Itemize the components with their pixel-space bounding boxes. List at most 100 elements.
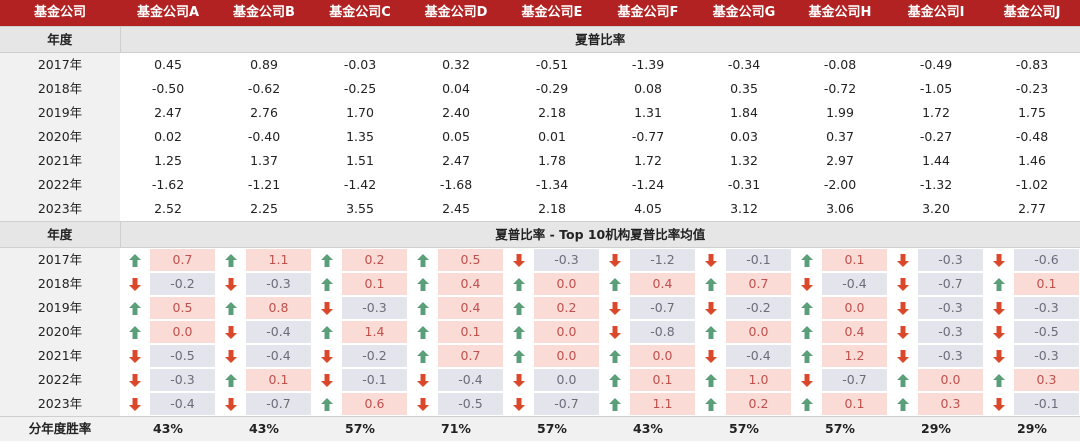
up-arrow-icon [408,249,438,271]
diff-value: -0.7 [842,372,867,387]
win-rate-label: 分年度胜率 [0,416,120,441]
diff-cell: -0.5 [408,392,504,417]
diff-cell-inner: 1.4 [312,321,407,343]
diff-cell: 0.1 [408,320,504,344]
diff-cell: 0.1 [600,368,696,392]
diff-cell-inner: 0.2 [696,393,791,415]
sharpe-value: 2.47 [442,153,470,168]
diff-cell: 0.1 [984,272,1080,296]
diff-cell: 0.0 [696,320,792,344]
diff-cell: -0.7 [504,392,600,417]
diff-value: 0.7 [172,252,193,267]
up-arrow-icon [792,297,822,319]
sharpe-row: 2022年 -1.62 -1.21 -1.42 -1.68 -1.34 -1.24 -0.31… [0,173,1080,197]
diff-value: 0.2 [748,396,769,411]
sharpe-value: 1.84 [730,105,758,120]
diff-cell-inner: -0.4 [216,345,311,367]
diff-cell: 0.4 [600,272,696,296]
diff-cell-inner: -0.3 [120,369,215,391]
win-rate-value: 57% [696,416,792,441]
down-arrow-icon [600,321,630,343]
diff-cell-inner: -0.5 [984,321,1079,343]
sharpe-value: 2.76 [250,105,278,120]
diff-cell-inner: 0.1 [216,369,311,391]
diff-cell: 0.5 [408,248,504,273]
sharpe-value: 0.32 [442,57,470,72]
sharpe-value: 0.02 [154,129,182,144]
win-rate-value: 43% [216,416,312,441]
diff-value: -0.3 [170,372,195,387]
sharpe-value: 1.99 [826,105,854,120]
sharpe-value: 1.72 [634,153,662,168]
up-arrow-icon [696,273,726,295]
diff-cell: 0.7 [408,344,504,368]
diff-cell: -0.7 [792,368,888,392]
diff-cell: -0.1 [984,392,1080,417]
sharpe-value: -2.00 [823,177,857,192]
up-arrow-icon [600,393,630,415]
diff-cell: 0.0 [792,296,888,320]
diff-cell: -0.4 [408,368,504,392]
sharpe-value: -0.72 [823,81,857,96]
up-arrow-icon [408,321,438,343]
up-arrow-icon [312,321,342,343]
sharpe-value: 1.31 [634,105,662,120]
diff-value: -0.3 [1034,300,1059,315]
diff-cell: -0.4 [792,272,888,296]
up-arrow-icon [888,369,918,391]
diff-cell-inner: -0.3 [216,273,311,295]
diff-value: 0.0 [556,324,577,339]
down-arrow-icon [120,273,150,295]
sharpe-value: -0.62 [247,81,281,96]
sharpe-value: -1.42 [343,177,377,192]
win-rate-row: 分年度胜率 43% 43% 57% 71% 57% 43% 57% 57% 29% 29% [0,416,1080,441]
diff-cell: -0.3 [504,248,600,273]
sharpe-value: -1.32 [919,177,953,192]
sharpe-value: -0.48 [1015,129,1049,144]
sharpe-value: 1.72 [922,105,950,120]
diff-cell: -0.2 [312,344,408,368]
up-arrow-icon [216,369,246,391]
diff-cell-inner: -0.7 [504,393,599,415]
diff-cell-inner: -0.4 [696,345,791,367]
diff-cell-inner: 0.3 [984,369,1079,391]
sharpe-value: -0.34 [727,57,761,72]
diff-value: -0.7 [938,276,963,291]
sharpe-row: 2023年 2.52 2.25 3.55 2.45 2.18 4.05 3.12 3.06 3.2… [0,197,1080,222]
up-arrow-icon [312,393,342,415]
down-arrow-icon [888,345,918,367]
sharpe-value: 1.37 [250,153,278,168]
diff-value: 1.0 [748,372,769,387]
diff-cell-inner: 0.1 [408,321,503,343]
diff-value: 1.1 [652,396,673,411]
sharpe-value: -1.21 [247,177,281,192]
sharpe-value: -0.29 [535,81,569,96]
diff-value: 0.7 [460,348,481,363]
sharpe-value: 0.45 [154,57,182,72]
diff-cell-inner: -0.2 [312,345,407,367]
diff-cell: 0.1 [216,368,312,392]
diff-cell-inner: -0.3 [984,297,1079,319]
diff-cell: -0.1 [312,368,408,392]
diff-cell: -0.3 [984,344,1080,368]
sharpe-value: -0.31 [727,177,761,192]
up-arrow-icon [408,297,438,319]
sharpe-value: 0.89 [250,57,278,72]
diff-value: 0.0 [748,324,769,339]
diff-cell-inner: 1.1 [216,249,311,271]
year-label: 2023年 [0,197,120,222]
up-arrow-icon [888,393,918,415]
diff-cell: 0.6 [312,392,408,417]
section1-year-label: 年度 [0,26,120,53]
sharpe-value: 1.51 [346,153,374,168]
diff-cell: -0.3 [888,320,984,344]
diff-cell: 0.0 [504,320,600,344]
diff-cell: 0.1 [792,248,888,273]
sharpe-value: 0.08 [634,81,662,96]
diff-cell-inner: -0.3 [888,297,983,319]
diff-cell: 0.0 [600,344,696,368]
diff-cell: 0.7 [696,272,792,296]
up-arrow-icon [120,249,150,271]
down-arrow-icon [888,273,918,295]
diff-value: 0.7 [748,276,769,291]
